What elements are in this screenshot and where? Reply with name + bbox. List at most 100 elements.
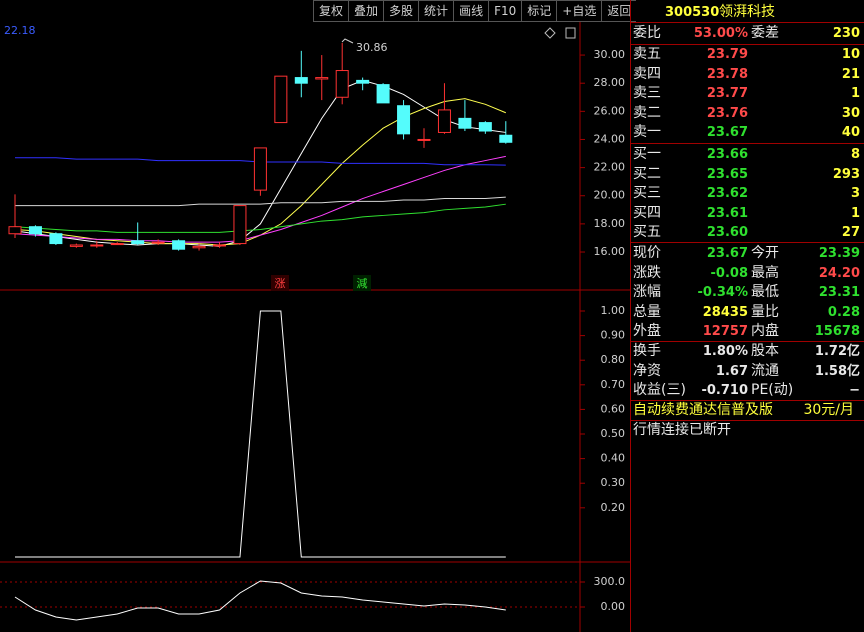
toolbar-button[interactable]: 叠加 — [348, 0, 384, 22]
field-value: 12757 — [702, 324, 748, 340]
y-tick-label: 300.0 — [594, 575, 626, 588]
field-value: 15678 — [814, 324, 860, 340]
moving-average — [14, 203, 506, 233]
field-value: -0.34% — [697, 285, 749, 301]
candle-body — [376, 84, 390, 104]
icon-square[interactable] — [565, 27, 576, 39]
up-tag: 涨 — [275, 277, 286, 290]
y-tick-label: 28.00 — [594, 76, 626, 89]
field-value: 1.72亿 — [814, 344, 860, 359]
candle-body — [294, 77, 308, 84]
toolbar-button[interactable]: 统计 — [418, 0, 454, 22]
chart-area: 22.18 30.86 涨 減 16.00 18.00 20.00 22.00 24.0… — [0, 0, 630, 632]
ask-price: 23.79 — [706, 47, 748, 62]
candle-body — [213, 244, 226, 247]
toolbar-button[interactable]: 多股 — [383, 0, 419, 22]
field-value: -0.08 — [710, 265, 748, 281]
toolbar-button[interactable]: +自选 — [556, 0, 602, 22]
ask-volume: 21 — [841, 66, 860, 82]
ask-price: 23.78 — [706, 66, 748, 82]
bid-label: 买四 — [633, 204, 661, 221]
stock-code: 300530 — [665, 5, 720, 20]
candle-body — [274, 75, 288, 124]
bid-volume: 293 — [832, 166, 860, 182]
toolbar: 复权 叠加 多股 统计 画线 F10 标记 +自选 返回 — [313, 0, 637, 22]
separator — [631, 400, 864, 401]
bid-label: 买一 — [633, 146, 661, 162]
field-value: 28435 — [702, 304, 748, 320]
field-value: 0.28 — [827, 304, 860, 320]
y-tick-label: 0.80 — [601, 353, 626, 366]
toolbar-button[interactable]: 复权 — [313, 0, 349, 22]
candle-body — [69, 244, 83, 247]
field-label: 外盘 — [633, 323, 661, 340]
y-tick-label: 24.00 — [594, 132, 626, 145]
candle-body — [458, 117, 472, 129]
quote-panel: 300530 领湃科技 委比 53.00% 委差 230 卖五 23.79 10 卖四 23.78 2… — [630, 0, 864, 632]
candle-body — [151, 241, 165, 244]
candle-body — [192, 245, 206, 249]
field-label: 总量 — [633, 303, 661, 320]
promo-text: 自动续费通达信普及版 — [633, 402, 773, 418]
field-label: 内盘 — [751, 323, 779, 340]
y-tick-label: 16.00 — [594, 245, 626, 258]
field-value: 1.58亿 — [814, 363, 860, 379]
field-value: 1.80% — [702, 344, 748, 359]
field-label: 净资 — [633, 362, 661, 379]
ask-label: 卖五 — [633, 46, 661, 62]
ask-volume: 40 — [841, 125, 860, 141]
field-value: -0.710 — [701, 383, 748, 399]
field-label: 涨跌 — [633, 264, 661, 281]
y-tick-label: 0.60 — [601, 402, 626, 415]
candle-body — [315, 77, 329, 80]
field-label: PE(动) — [751, 382, 794, 399]
field-label: 现价 — [633, 245, 661, 261]
ask-volume: 30 — [841, 105, 860, 121]
field-label: 最低 — [751, 284, 779, 301]
line-value-label: 22.18 — [4, 24, 36, 37]
y-tick-label: 0.90 — [601, 329, 626, 342]
toolbar-button[interactable]: F10 — [488, 0, 522, 22]
candle-body — [499, 134, 513, 143]
field-label: 涨幅 — [633, 284, 661, 301]
toolbar-button[interactable]: 标记 — [521, 0, 557, 22]
separator — [631, 341, 864, 342]
bid-price: 23.60 — [706, 225, 748, 241]
separator — [631, 242, 864, 243]
field-value: 23.67 — [706, 246, 748, 261]
y-tick-label: 0.50 — [601, 427, 626, 440]
field-label: 收益(三) — [633, 382, 686, 399]
candle-body — [110, 243, 124, 246]
y-tick-label: 18.00 — [594, 217, 626, 230]
field-value: 1.67 — [715, 363, 748, 379]
ask-volume: 1 — [850, 86, 860, 102]
candle-body — [417, 138, 431, 141]
candle-body — [131, 240, 145, 245]
field-label: 股本 — [751, 343, 779, 359]
tag-bg — [353, 275, 371, 291]
bid-volume: 1 — [850, 205, 860, 221]
ask-price: 23.67 — [706, 125, 748, 141]
toolbar-button[interactable]: 返回 — [601, 0, 637, 22]
field-label: 委比 — [633, 25, 661, 41]
ask-label: 卖三 — [633, 85, 661, 102]
connection-status: 行情连接已断开 — [633, 422, 731, 438]
y-tick-label: 0.70 — [601, 378, 626, 391]
bid-volume: 3 — [850, 186, 860, 202]
field-label: 最高 — [751, 264, 779, 281]
y-tick-label: 22.00 — [594, 161, 626, 174]
candle-body — [437, 109, 451, 133]
max-label: 30.86 — [356, 41, 388, 54]
bid-price: 23.65 — [706, 166, 748, 182]
y-tick-label: 26.00 — [594, 104, 626, 117]
candle-body — [335, 70, 349, 98]
candle-body — [397, 105, 411, 135]
field-value: 230 — [832, 26, 860, 41]
field-value: 53.00% — [693, 26, 748, 41]
toolbar-button[interactable]: 画线 — [453, 0, 489, 22]
moving-average — [15, 196, 506, 207]
icon-diamond[interactable] — [544, 27, 556, 39]
ask-volume: 10 — [841, 47, 860, 62]
ask-label: 卖四 — [633, 65, 661, 82]
